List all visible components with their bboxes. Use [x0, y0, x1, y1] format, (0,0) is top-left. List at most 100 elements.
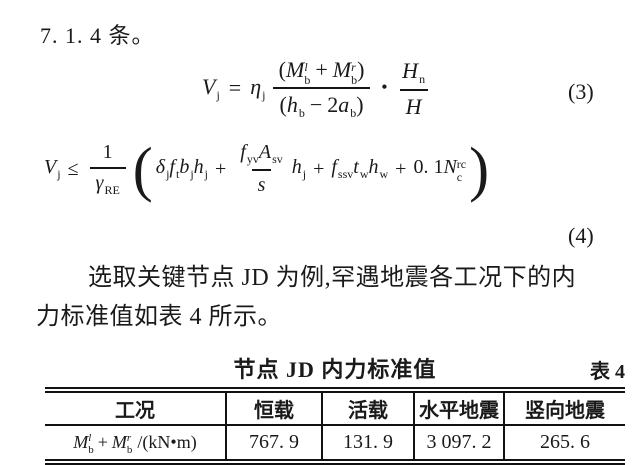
- paren-close: ): [357, 57, 365, 82]
- var-s: s: [257, 174, 266, 196]
- plus-sign: +: [315, 57, 328, 82]
- equation-3-label: (3): [568, 79, 594, 104]
- sub-j: j: [302, 167, 307, 181]
- var-V-subscript: j: [57, 167, 61, 181]
- multiplication-dot: •: [381, 79, 388, 97]
- sub-b: b: [350, 105, 357, 120]
- header-cell-live-load: 活载: [323, 393, 415, 424]
- sub-w: w: [359, 167, 369, 181]
- sub-b: b: [88, 443, 94, 456]
- sub-b: b: [126, 443, 133, 456]
- var-t: t: [353, 156, 359, 178]
- header-cell-case: 工况: [45, 393, 227, 424]
- paren-close: ): [356, 91, 364, 117]
- var-a: a: [338, 91, 350, 117]
- paren-open: (: [278, 57, 286, 82]
- var-A: A: [258, 141, 272, 163]
- sup-r: r: [126, 431, 132, 444]
- stirrup-fraction: fyvAsv s: [237, 140, 285, 198]
- var-h: h: [193, 156, 204, 178]
- value-dead-load: 767. 9: [227, 426, 323, 459]
- var-f: f: [240, 141, 246, 163]
- sub-t: t: [175, 167, 180, 181]
- sub-b: b: [298, 105, 305, 120]
- var-N: N: [443, 156, 457, 179]
- sub-n: n: [419, 71, 426, 86]
- var-h: h: [368, 156, 379, 178]
- sup-l: l: [88, 431, 92, 444]
- sub-j: j: [204, 167, 208, 181]
- var-V: V: [44, 156, 57, 178]
- paragraph-line-1: 选取关键节点 JD 为例,罕遇地震各工况下的内: [88, 265, 577, 291]
- coef-2: 2: [327, 91, 339, 117]
- sub-j: j: [166, 167, 170, 181]
- plus-sign: +: [313, 157, 325, 180]
- eq4-lhs: Vj: [44, 156, 61, 182]
- sup-l: l: [304, 60, 308, 75]
- sub-j: j: [190, 167, 194, 181]
- var-H: H: [405, 93, 422, 119]
- leq-sign: ≤: [67, 157, 79, 180]
- var-b: b: [179, 156, 190, 178]
- var-V-subscript: j: [216, 87, 220, 102]
- var-f: f: [169, 156, 175, 178]
- var-H: H: [402, 57, 419, 83]
- value-live-load: 131. 9: [323, 426, 415, 459]
- term-hj: hj: [292, 156, 306, 182]
- value-vertical-quake: 265. 6: [540, 431, 590, 453]
- equation-4-label: (4): [568, 223, 594, 248]
- header-cell-vertical-quake: 竖向地震: [525, 400, 605, 422]
- gamma-fraction-denominator: γRE: [89, 167, 126, 198]
- sub-RE: RE: [104, 183, 120, 197]
- plus-sign: +: [215, 157, 227, 180]
- sub-c: c: [456, 170, 463, 184]
- height-fraction-numerator: Hn: [399, 57, 428, 89]
- header-cell-dead-load: 恒载: [227, 393, 323, 424]
- value-horizontal-quake: 3 097. 2: [415, 426, 505, 459]
- coef-0-1: 0. 1: [413, 156, 444, 179]
- unit-label: /(kN•m): [137, 432, 197, 452]
- equation-4: Vj ≤ 1 γRE ( δjftbjhj + fyvAsv s hj + fs…: [44, 135, 490, 203]
- gamma-fraction: 1 γRE: [89, 140, 126, 198]
- var-h: h: [286, 91, 298, 117]
- sup-rc: rc: [456, 157, 467, 172]
- eq3-eta: ηj: [250, 74, 265, 103]
- paren-open: (: [279, 91, 287, 117]
- table-number-tag: 表 4: [590, 361, 625, 383]
- sub-sv: sv: [272, 152, 283, 166]
- var-M-left: M: [285, 57, 305, 82]
- eq3-lhs: Vj: [202, 74, 220, 103]
- table-title: 节点 JD 内力标准值: [233, 357, 437, 382]
- sub-ssv: ssv: [337, 167, 354, 181]
- gamma-fraction-numerator: 1: [102, 141, 113, 163]
- sub-b: b: [304, 72, 311, 87]
- clause-text: 7. 1. 4 条。: [40, 23, 155, 48]
- stirrup-fraction-denominator: s: [251, 169, 272, 198]
- height-fraction: Hn H: [399, 57, 428, 121]
- var-M-right: M: [111, 432, 127, 452]
- term-axial: 0. 1N rc c: [413, 156, 467, 184]
- var-M-right: M: [332, 57, 352, 82]
- var-V: V: [202, 73, 216, 99]
- height-fraction-denominator: H: [399, 88, 428, 121]
- plus-sign: +: [97, 432, 108, 452]
- sub-b: b: [351, 72, 358, 87]
- var-eta: η: [250, 73, 262, 99]
- sub-w: w: [379, 167, 389, 181]
- paragraph-line-2: 力标准值如表 4 所示。: [36, 304, 282, 330]
- table-header-row: 工况 恒载 活载 水平地震 竖向地震: [45, 393, 625, 426]
- sup-r: r: [351, 60, 356, 75]
- minus-sign: −: [309, 91, 323, 117]
- term-concrete: δjftbjhj: [156, 156, 208, 182]
- var-M-left: M: [73, 432, 89, 452]
